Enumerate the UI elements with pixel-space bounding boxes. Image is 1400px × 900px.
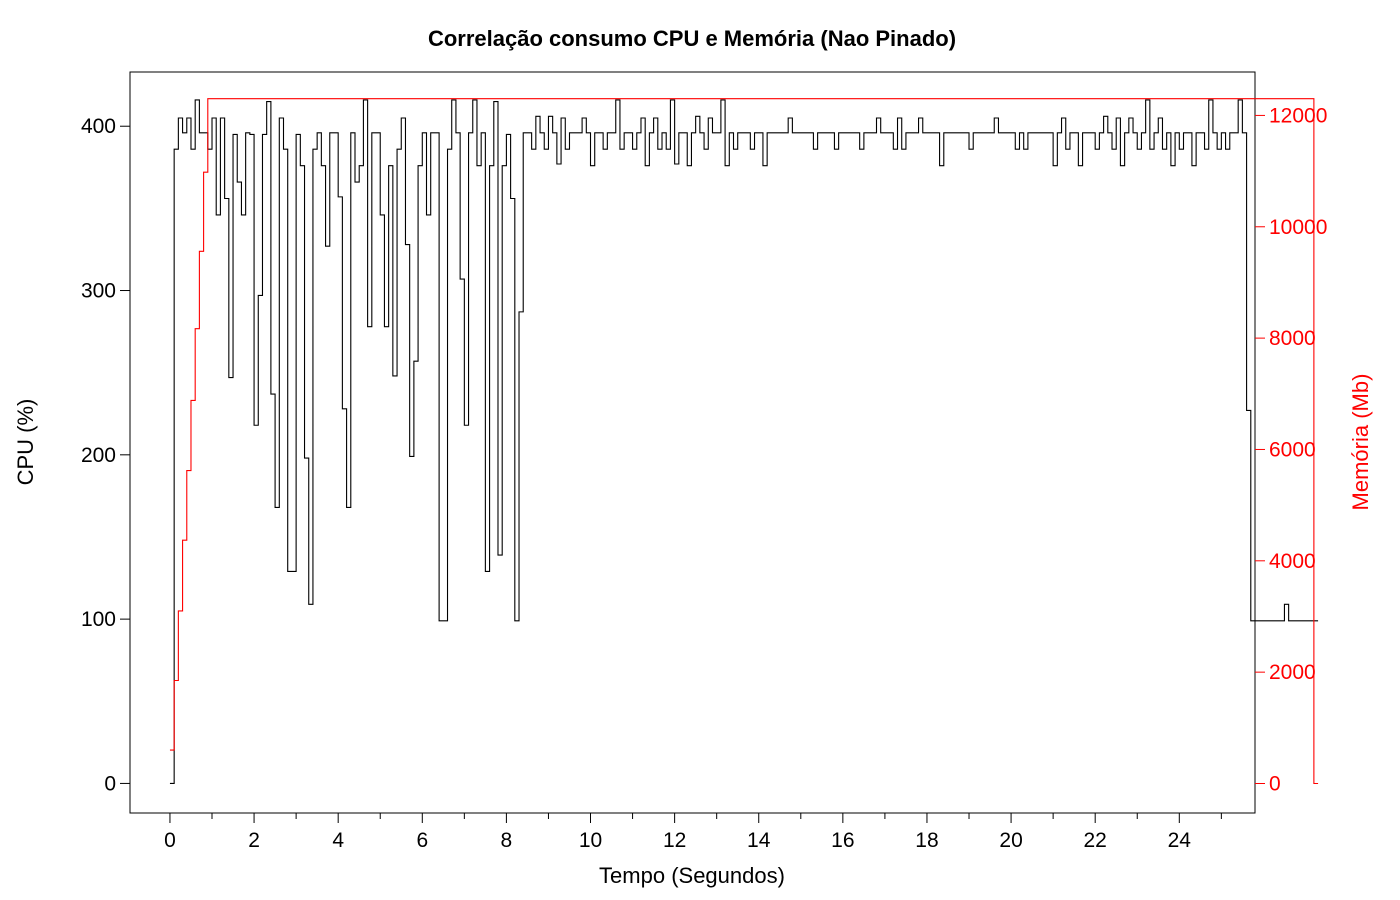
y-right-tick-label: 8000 [1269, 327, 1316, 350]
x-tick-label: 8 [501, 829, 513, 852]
y-right-tick-label: 10000 [1269, 216, 1327, 239]
x-axis: 0 2 4 6 8 10 12 14 16 18 20 22 24 [164, 813, 1222, 852]
x-tick-label: 10 [579, 829, 602, 852]
cpu-series-line [169, 99, 1319, 784]
x-tick-label: 6 [416, 829, 428, 852]
y-right-tick-label: 6000 [1269, 438, 1316, 461]
x-tick-label: 12 [663, 829, 686, 852]
y-axis-cpu-label: CPU (%) [13, 399, 38, 486]
y-left-tick-label: 400 [81, 115, 116, 138]
y-axis-memory-label: Memória (Mb) [1348, 374, 1373, 511]
x-tick-label: 0 [164, 829, 176, 852]
plot-frame [129, 71, 1256, 814]
y-right-tick-label: 2000 [1269, 661, 1316, 684]
y-right-tick-label: 4000 [1269, 550, 1316, 573]
x-tick-label: 18 [915, 829, 938, 852]
x-axis-label: Tempo (Segundos) [599, 863, 785, 888]
x-tick-label: 16 [831, 829, 854, 852]
y-left-tick-label: 200 [81, 444, 116, 467]
x-tick-label: 2 [248, 829, 260, 852]
y-left-tick-label: 300 [81, 280, 116, 303]
x-tick-label: 14 [747, 829, 771, 852]
x-tick-label: 24 [1168, 829, 1192, 852]
y-left-tick-label: 100 [81, 608, 116, 631]
y-axis-memory: 0 2000 4000 6000 8000 10000 12000 [1255, 104, 1327, 795]
x-tick-label: 20 [999, 829, 1022, 852]
y-axis-cpu: 0 100 200 300 400 [81, 115, 130, 795]
y-left-tick-label: 0 [104, 772, 116, 795]
chart-title: Correlação consumo CPU e Memória (Nao Pi… [428, 26, 956, 51]
y-right-tick-label: 0 [1269, 772, 1281, 795]
x-tick-label: 22 [1084, 829, 1107, 852]
y-right-tick-label: 12000 [1269, 104, 1327, 127]
x-tick-label: 4 [332, 829, 344, 852]
memory-series-line [169, 98, 1319, 785]
